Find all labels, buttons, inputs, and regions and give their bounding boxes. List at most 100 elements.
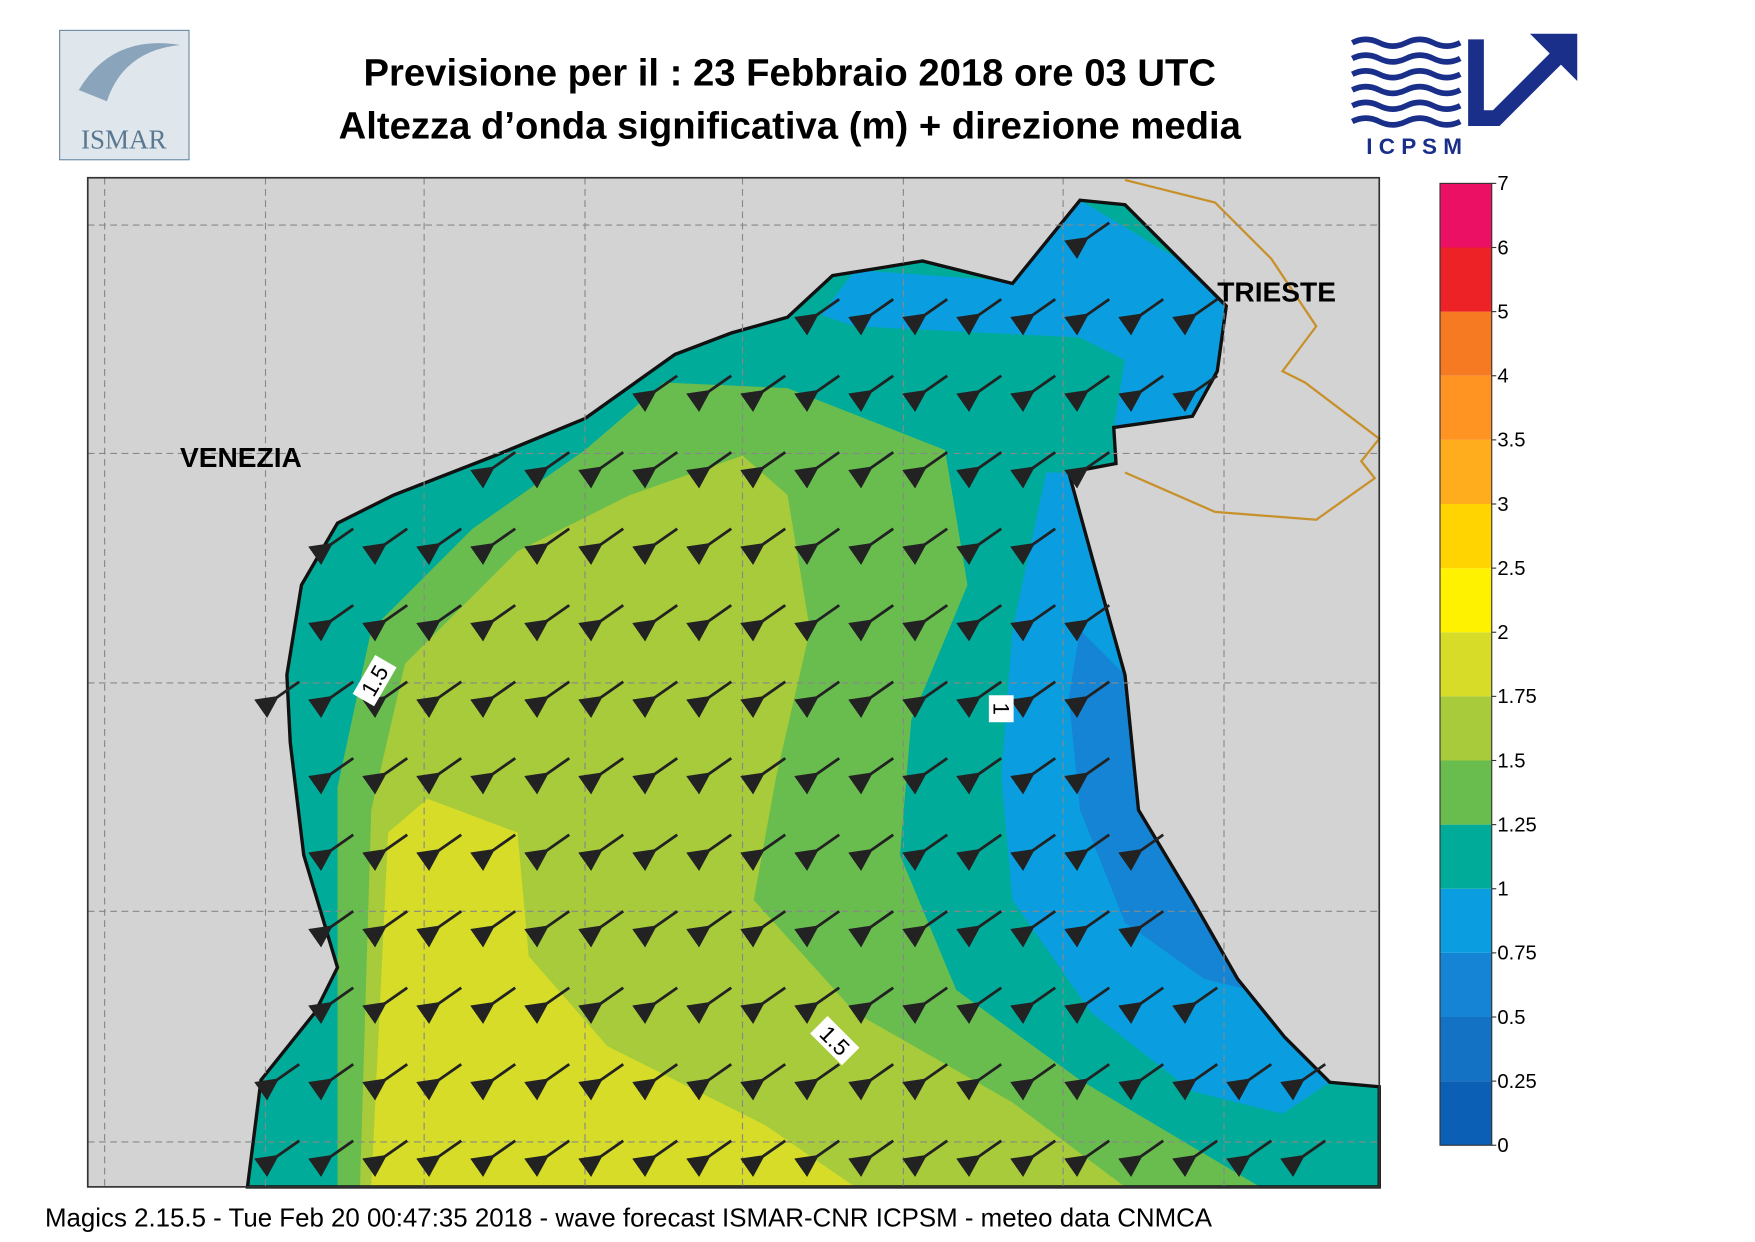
arrow — [1064, 1063, 1111, 1101]
icpsm-logo: I C P S M — [1350, 33, 1578, 159]
arrow — [686, 986, 733, 1025]
colorbar-label: 3 — [1497, 494, 1508, 516]
arrow — [686, 1063, 733, 1101]
arrow — [902, 604, 949, 642]
colorbar-label: 6 — [1497, 237, 1508, 259]
arrow — [1172, 986, 1219, 1025]
arrow — [362, 527, 409, 566]
colorbar-label: 2 — [1497, 622, 1508, 644]
arrow — [794, 527, 841, 566]
arrow — [470, 986, 517, 1025]
arrow — [524, 757, 571, 795]
footer: Magics 2.15.5 - Tue Feb 20 00:47:35 2018… — [45, 1204, 1213, 1232]
colorbar-label: 2.5 — [1497, 558, 1525, 580]
arrow — [308, 680, 355, 719]
arrow — [524, 1139, 571, 1178]
colorbar-band — [1440, 1081, 1492, 1146]
arrow — [416, 527, 463, 566]
arrow — [686, 910, 733, 948]
arrow — [686, 680, 733, 719]
arrow — [524, 910, 571, 948]
colorbar-label: 1.25 — [1497, 814, 1536, 836]
arrow — [848, 604, 895, 642]
arrow — [308, 527, 355, 566]
arrow — [956, 833, 1003, 872]
arrow — [686, 451, 733, 489]
arrow — [848, 298, 895, 336]
arrow — [1064, 298, 1111, 336]
arrow — [794, 680, 841, 719]
colorbar-label: 1 — [1497, 879, 1508, 901]
arrow — [632, 1139, 679, 1178]
arrow — [1010, 298, 1057, 336]
colorbar: 0 0.25 0.5 0.75 1 1.25 1.5 1.75 2 2.5 3 3.5 4 5 6 7 — [1439, 173, 1537, 1157]
arrow — [956, 680, 1003, 719]
colorbar-band — [1440, 1017, 1492, 1082]
arrow — [1010, 757, 1057, 795]
arrow — [524, 527, 571, 566]
arrow — [902, 1063, 949, 1101]
colorbar-band — [1440, 568, 1492, 633]
map: VENEZIA TRIESTE 1.5 1 1.5 — [86, 176, 1381, 1189]
colorbar-band — [1440, 247, 1492, 312]
arrow — [794, 757, 841, 795]
arrow — [578, 757, 625, 795]
colorbar-label: 1.5 — [1497, 750, 1525, 772]
arrow — [686, 757, 733, 795]
arrow — [902, 680, 949, 719]
arrow — [578, 680, 625, 719]
arrow — [794, 1063, 841, 1101]
arrow — [740, 680, 787, 719]
arrow — [632, 986, 679, 1025]
arrow — [1172, 1063, 1219, 1101]
arrow — [470, 1139, 517, 1178]
arrow — [956, 1063, 1003, 1101]
arrow — [308, 833, 355, 872]
colorbar-band — [1440, 696, 1492, 761]
arrow — [578, 527, 625, 566]
arrow — [956, 374, 1003, 413]
arrow — [686, 833, 733, 872]
arrow — [524, 451, 571, 489]
arrow — [1064, 910, 1111, 948]
arrow — [740, 1139, 787, 1178]
colorbar-label: 0.75 — [1497, 943, 1536, 965]
arrow — [956, 604, 1003, 642]
arrow — [524, 680, 571, 719]
arrow — [1172, 374, 1219, 413]
arrow — [956, 527, 1003, 566]
arrow — [308, 604, 355, 642]
arrow — [470, 910, 517, 948]
arrow — [1118, 910, 1165, 948]
arrow — [578, 986, 625, 1025]
arrow — [470, 604, 517, 642]
arrow — [1064, 451, 1111, 489]
arrow — [848, 374, 895, 413]
arrow — [1172, 1139, 1219, 1178]
arrow — [308, 910, 355, 948]
arrow — [632, 833, 679, 872]
arrow — [470, 757, 517, 795]
arrow — [956, 1139, 1003, 1178]
arrow — [1010, 1063, 1057, 1101]
arrow — [686, 374, 733, 413]
arrow — [1064, 986, 1111, 1025]
arrow — [794, 298, 841, 336]
arrow — [1118, 1063, 1165, 1101]
arrow — [956, 986, 1003, 1025]
arrow — [1010, 374, 1057, 413]
colorbar-label: 1.75 — [1497, 686, 1536, 708]
arrow — [1226, 1139, 1273, 1178]
arrow — [1064, 221, 1111, 260]
arrow — [740, 986, 787, 1025]
arrow — [794, 451, 841, 489]
arrow — [632, 374, 679, 413]
arrow — [902, 910, 949, 948]
arrow — [632, 527, 679, 566]
arrow — [1118, 1139, 1165, 1178]
arrow — [470, 680, 517, 719]
city-label: VENEZIA — [180, 442, 302, 473]
arrow — [524, 986, 571, 1025]
colorbar-band — [1440, 439, 1492, 504]
